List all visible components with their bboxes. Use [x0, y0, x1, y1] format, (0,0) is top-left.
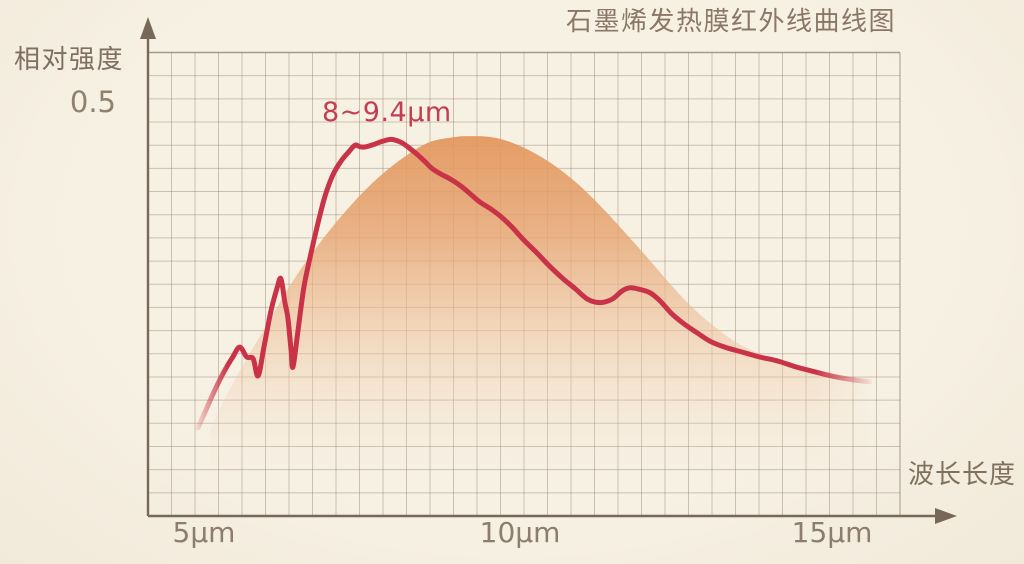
y-axis-tick-0_5: 0.5: [69, 85, 116, 119]
y-axis-label: 相对强度: [14, 45, 125, 75]
x-axis-label: 波长长度: [908, 460, 1017, 490]
ir-spectrum-curve: [195, 136, 873, 431]
axes: [140, 17, 957, 524]
emission-area-fill: [209, 136, 868, 478]
x-axis-tick-5um: 5μm: [172, 516, 236, 549]
x-axis-tick-15um: 15μm: [791, 516, 873, 549]
chart-title: 石墨烯发热膜红外线曲线图: [566, 7, 897, 37]
x-axis-tick-10um: 10μm: [479, 516, 561, 549]
y-axis-arrow-icon: [140, 17, 156, 39]
peak-range-annotation: 8~9.4μm: [322, 97, 452, 128]
x-axis-arrow-icon: [935, 508, 957, 524]
